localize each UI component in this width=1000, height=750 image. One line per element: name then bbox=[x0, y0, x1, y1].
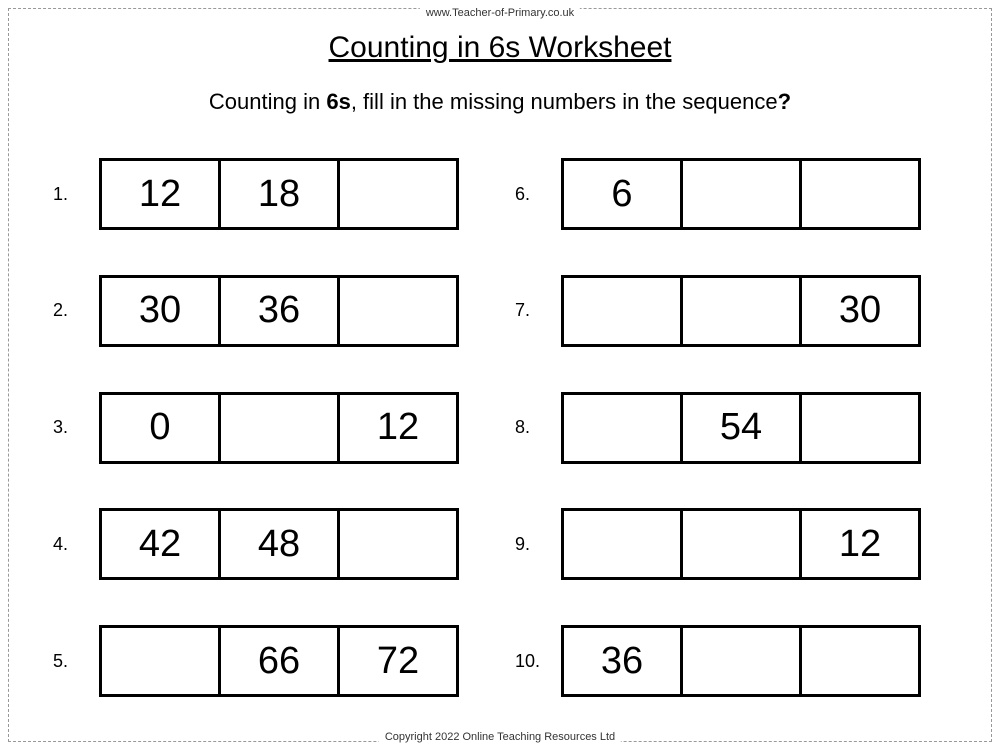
problem-label: 4. bbox=[49, 534, 99, 555]
worksheet-title: Counting in 6s Worksheet bbox=[9, 31, 991, 65]
problem-label: 5. bbox=[49, 651, 99, 672]
problem-label: 3. bbox=[49, 417, 99, 438]
problem-label: 1. bbox=[49, 184, 99, 205]
answer-cell: 48 bbox=[218, 511, 337, 577]
answer-cell: 12 bbox=[102, 161, 218, 227]
answer-cell-blank[interactable] bbox=[337, 511, 456, 577]
answer-cell: 72 bbox=[337, 628, 456, 694]
instruction-mid: , fill in the missing numbers in the seq… bbox=[351, 89, 778, 114]
problem-row: 8.54 bbox=[511, 388, 951, 468]
answer-cell-blank[interactable] bbox=[799, 628, 918, 694]
footer-copyright: Copyright 2022 Online Teaching Resources… bbox=[379, 731, 621, 743]
problem-row: 1.1218 bbox=[49, 154, 489, 234]
answer-cell-blank[interactable] bbox=[680, 628, 799, 694]
answer-cell-blank[interactable] bbox=[218, 395, 337, 461]
sequence-boxes: 6 bbox=[561, 158, 921, 230]
answer-cell-blank[interactable] bbox=[337, 278, 456, 344]
answer-cell-blank[interactable] bbox=[680, 511, 799, 577]
answer-cell-blank[interactable] bbox=[564, 395, 680, 461]
instruction-qmark: ? bbox=[778, 89, 791, 114]
answer-cell-blank[interactable] bbox=[799, 161, 918, 227]
problem-label: 9. bbox=[511, 534, 561, 555]
answer-cell-blank[interactable] bbox=[564, 511, 680, 577]
sequence-boxes: 36 bbox=[561, 625, 921, 697]
answer-cell-blank[interactable] bbox=[799, 395, 918, 461]
answer-cell: 30 bbox=[102, 278, 218, 344]
sequence-boxes: 0 12 bbox=[99, 392, 459, 464]
sequence-boxes: 6672 bbox=[99, 625, 459, 697]
answer-cell: 30 bbox=[799, 278, 918, 344]
answer-cell: 66 bbox=[218, 628, 337, 694]
problem-label: 7. bbox=[511, 300, 561, 321]
right-column: 6.67.308.549.1210.36 bbox=[511, 154, 951, 701]
problem-row: 7.30 bbox=[511, 271, 951, 351]
sequence-boxes: 54 bbox=[561, 392, 921, 464]
problem-row: 9.12 bbox=[511, 504, 951, 584]
sequence-boxes: 1218 bbox=[99, 158, 459, 230]
problem-label: 10. bbox=[511, 651, 561, 672]
answer-cell-blank[interactable] bbox=[680, 278, 799, 344]
sequence-boxes: 30 bbox=[561, 275, 921, 347]
answer-cell: 12 bbox=[799, 511, 918, 577]
problem-row: 3.0 12 bbox=[49, 388, 489, 468]
answer-cell-blank[interactable] bbox=[680, 161, 799, 227]
problem-row: 5.6672 bbox=[49, 621, 489, 701]
sequence-boxes: 4248 bbox=[99, 508, 459, 580]
answer-cell-blank[interactable] bbox=[102, 628, 218, 694]
instruction-text: Counting in 6s, fill in the missing numb… bbox=[9, 89, 991, 115]
instruction-pre: Counting in bbox=[209, 89, 326, 114]
left-column: 1.12182.30363.0124.42485.6672 bbox=[49, 154, 489, 701]
sequence-boxes: 12 bbox=[561, 508, 921, 580]
answer-cell: 18 bbox=[218, 161, 337, 227]
answer-cell: 6 bbox=[564, 161, 680, 227]
answer-cell: 0 bbox=[102, 395, 218, 461]
header-url: www.Teacher-of-Primary.co.uk bbox=[420, 7, 580, 19]
problem-row: 10.36 bbox=[511, 621, 951, 701]
sequence-boxes: 3036 bbox=[99, 275, 459, 347]
answer-cell-blank[interactable] bbox=[337, 161, 456, 227]
answer-cell: 36 bbox=[218, 278, 337, 344]
answer-cell: 36 bbox=[564, 628, 680, 694]
problem-row: 6.6 bbox=[511, 154, 951, 234]
instruction-bold: 6s bbox=[326, 89, 350, 114]
problem-label: 2. bbox=[49, 300, 99, 321]
page-border: www.Teacher-of-Primary.co.uk Copyright 2… bbox=[8, 8, 992, 742]
problem-row: 2.3036 bbox=[49, 271, 489, 351]
problems-grid: 1.12182.30363.0124.42485.6672 6.67.308.5… bbox=[49, 154, 951, 701]
answer-cell: 42 bbox=[102, 511, 218, 577]
problem-row: 4.4248 bbox=[49, 504, 489, 584]
problem-label: 8. bbox=[511, 417, 561, 438]
answer-cell: 54 bbox=[680, 395, 799, 461]
problem-label: 6. bbox=[511, 184, 561, 205]
answer-cell: 12 bbox=[337, 395, 456, 461]
answer-cell-blank[interactable] bbox=[564, 278, 680, 344]
